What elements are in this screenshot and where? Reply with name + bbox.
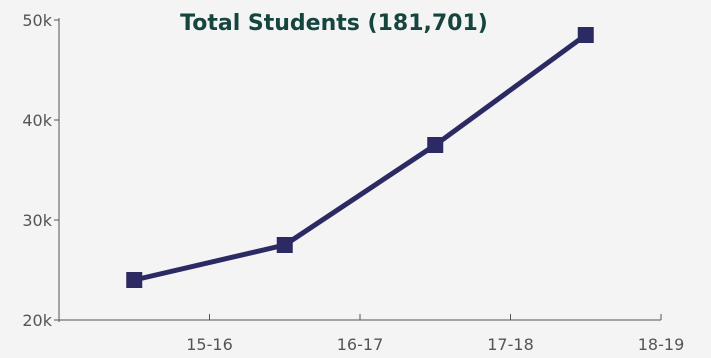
data-point-marker (276, 237, 293, 253)
x-tick-label: 15-16 (186, 335, 233, 354)
x-tick-label: 18-19 (638, 335, 685, 354)
x-axis: 15-16 16-17 17-18 18-19 (186, 314, 684, 354)
x-tick-label: 17-18 (487, 335, 534, 354)
chart-title: Total Students (181,701) (180, 11, 488, 36)
y-tick-label: 30k (22, 211, 52, 230)
series-line (133, 32, 588, 283)
y-tick-label: 20k (22, 311, 52, 330)
data-point-marker (126, 272, 143, 288)
y-tick-label: 40k (22, 111, 52, 130)
y-axis: 20k 30k 40k 50k (22, 11, 59, 330)
series-total-students (126, 27, 594, 288)
y-tick-label: 50k (22, 11, 52, 30)
data-point-marker (577, 27, 594, 43)
data-point-marker (427, 137, 444, 153)
x-tick-label: 16-17 (337, 335, 384, 354)
